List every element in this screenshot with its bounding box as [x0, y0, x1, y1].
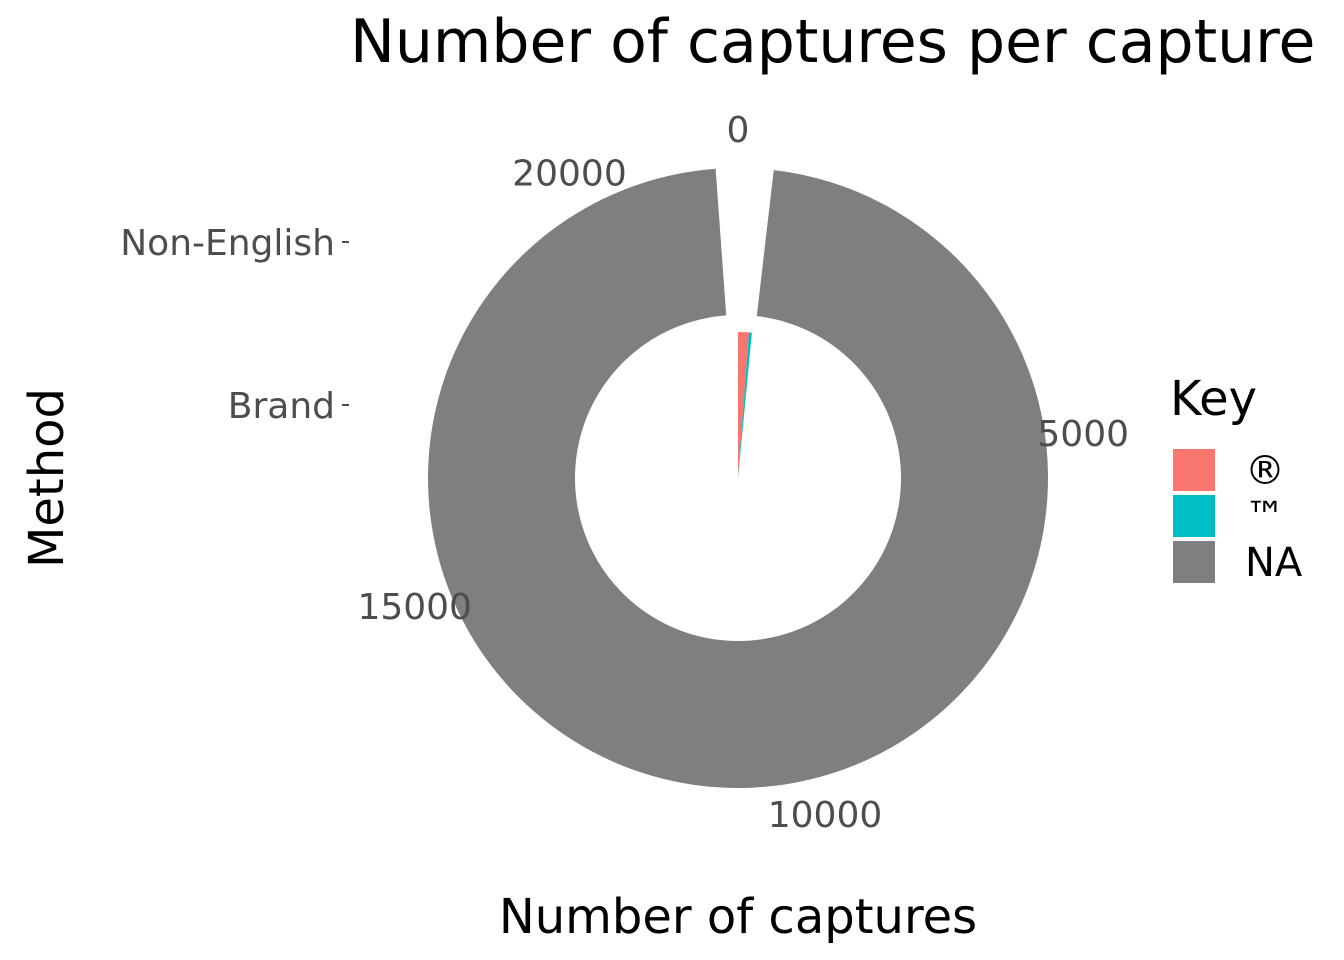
plot-area [428, 168, 1049, 789]
ring-label-brand: Brand [228, 386, 335, 427]
legend-swatch-0 [1171, 447, 1217, 493]
legend-label-2: NA [1245, 540, 1303, 586]
chart-title: Number of captures per capture [350, 7, 1315, 77]
tick-label-10000: 10000 [768, 795, 883, 836]
slice-brand- [738, 332, 752, 478]
legend-label-0: ® [1245, 448, 1285, 494]
legend-label-1: ™ [1245, 494, 1285, 540]
ring-label-non-english: Non-English [120, 223, 335, 264]
ring-labels: Brand Non-English [120, 223, 349, 427]
tick-label-5000: 5000 [1037, 414, 1129, 455]
tick-label-20000: 20000 [512, 154, 627, 195]
tick-label-0: 0 [727, 110, 750, 151]
legend-swatch-2 [1171, 539, 1217, 585]
legend-swatch-1 [1171, 493, 1217, 539]
slice-brand- [738, 332, 749, 478]
tick-label-15000: 15000 [357, 587, 472, 628]
legend-title: Key [1170, 371, 1257, 427]
y-axis-title: Method [19, 388, 75, 568]
slice-non-english-NA [428, 168, 1049, 789]
x-axis-title: Number of captures [499, 889, 977, 945]
radial-ticks: 0 5000 10000 15000 20000 [357, 110, 1129, 836]
